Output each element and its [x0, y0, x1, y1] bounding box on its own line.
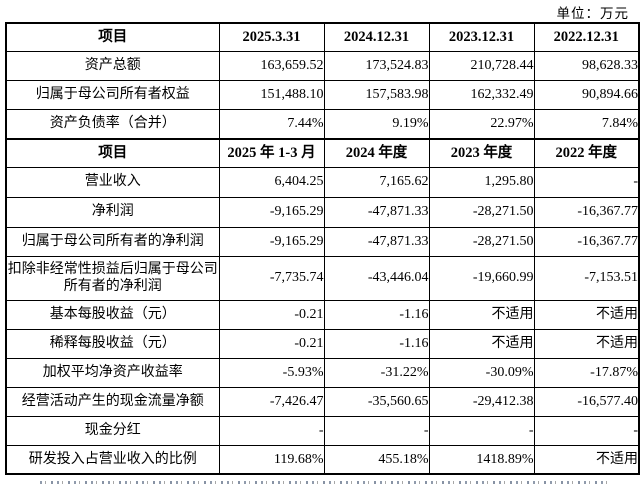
cell-value: 210,728.44: [428, 50, 535, 81]
table-row-net-profit: 净利润 -9,165.29 -47,871.33 -28,271.50 -16,…: [5, 196, 640, 228]
cell-value: -47,871.33: [323, 226, 430, 257]
cell-value: 162,332.49: [428, 79, 535, 110]
table-row-parent-net-profit: 归属于母公司所有者的净利润 -9,165.29 -47,871.33 -28,2…: [5, 226, 640, 257]
row-label: 净利润: [5, 196, 220, 228]
row-label: 扣除非经常性损益后归属于母公司所有者的净利润: [5, 255, 220, 301]
cell-value: -16,367.77: [533, 196, 640, 228]
table-row-revenue: 营业收入 6,404.25 7,165.62 1,295.80 -: [5, 166, 640, 198]
clipped-footnote-text: [40, 481, 612, 484]
cell-value: -: [428, 415, 535, 446]
cell-value: 163,659.52: [218, 50, 325, 81]
cell-value: -7,153.51: [533, 255, 640, 301]
row-label: 研发投入占营业收入的比例: [5, 444, 220, 475]
cell-value: 151,488.10: [218, 79, 325, 110]
cell-value: -19,660.99: [428, 255, 535, 301]
section2-header-row: 项目 2025 年 1-3 月 2024 年度 2023 年度 2022 年度: [5, 138, 640, 168]
cell-value: -: [533, 415, 640, 446]
cell-value: -29,412.38: [428, 386, 535, 417]
section1-header-row: 项目 2025.3.31 2024.12.31 2023.12.31 2022.…: [5, 22, 640, 52]
row-label: 现金分红: [5, 415, 220, 446]
table-row-rd-ratio: 研发投入占营业收入的比例 119.68% 455.18% 1418.89% 不适…: [5, 444, 640, 475]
cell-value: -7,426.47: [218, 386, 325, 417]
cell-value: -47,871.33: [323, 196, 430, 228]
cell-value: -28,271.50: [428, 226, 535, 257]
row-label: 稀释每股收益（元）: [5, 328, 220, 359]
cell-value: -: [218, 415, 325, 446]
cell-value: -16,577.40: [533, 386, 640, 417]
column-header-period-2024: 2024 年度: [323, 138, 430, 168]
table-row-weighted-roe: 加权平均净资产收益率 -5.93% -31.22% -30.09% -17.87…: [5, 357, 640, 388]
table-row-total-assets: 资产总额 163,659.52 173,524.83 210,728.44 98…: [5, 50, 640, 81]
cell-value: 不适用: [428, 328, 535, 359]
cell-value: 22.97%: [428, 108, 535, 140]
cell-value: -9,165.29: [218, 226, 325, 257]
row-label: 归属于母公司所有者权益: [5, 79, 220, 110]
row-label: 经营活动产生的现金流量净额: [5, 386, 220, 417]
cell-value: 不适用: [533, 444, 640, 475]
cell-value: -43,446.04: [323, 255, 430, 301]
cell-value: 不适用: [428, 299, 535, 330]
table-row-parent-equity: 归属于母公司所有者权益 151,488.10 157,583.98 162,33…: [5, 79, 640, 110]
cell-value: -: [533, 166, 640, 198]
cell-value: 90,894.66: [533, 79, 640, 110]
cell-value: -35,560.65: [323, 386, 430, 417]
cell-value: 7.44%: [218, 108, 325, 140]
row-label: 加权平均净资产收益率: [5, 357, 220, 388]
cell-value: -0.21: [218, 299, 325, 330]
cell-value: 98,628.33: [533, 50, 640, 81]
cell-value: -7,735.74: [218, 255, 325, 301]
column-header-date-2025: 2025.3.31: [218, 22, 325, 52]
column-header-item: 项目: [5, 138, 220, 168]
cell-value: 119.68%: [218, 444, 325, 475]
cell-value: -28,271.50: [428, 196, 535, 228]
cell-value: 9.19%: [323, 108, 430, 140]
column-header-item: 项目: [5, 22, 220, 52]
unit-label: 单位：万元: [556, 6, 629, 21]
financial-summary-table: 项目 2025.3.31 2024.12.31 2023.12.31 2022.…: [5, 22, 640, 475]
table-row-debt-ratio: 资产负债率（合并） 7.44% 9.19% 22.97% 7.84%: [5, 108, 640, 140]
cell-value: -: [323, 415, 430, 446]
row-label: 归属于母公司所有者的净利润: [5, 226, 220, 257]
cell-value: -5.93%: [218, 357, 325, 388]
table-row-basic-eps: 基本每股收益（元） -0.21 -1.16 不适用 不适用: [5, 299, 640, 330]
cell-value: 7,165.62: [323, 166, 430, 198]
cell-value: 173,524.83: [323, 50, 430, 81]
table-row-diluted-eps: 稀释每股收益（元） -0.21 -1.16 不适用 不适用: [5, 328, 640, 359]
table-row-cash-dividend: 现金分红 - - - -: [5, 415, 640, 446]
cell-value: -30.09%: [428, 357, 535, 388]
cell-value: 1,295.80: [428, 166, 535, 198]
column-header-period-2023: 2023 年度: [428, 138, 535, 168]
cell-value: -9,165.29: [218, 196, 325, 228]
cell-value: 6,404.25: [218, 166, 325, 198]
cell-value: 不适用: [533, 328, 640, 359]
cell-value: 7.84%: [533, 108, 640, 140]
cell-value: 157,583.98: [323, 79, 430, 110]
cell-value: -1.16: [323, 328, 430, 359]
cell-value: 不适用: [533, 299, 640, 330]
column-header-period-2025: 2025 年 1-3 月: [218, 138, 325, 168]
cell-value: -16,367.77: [533, 226, 640, 257]
row-label: 营业收入: [5, 166, 220, 198]
row-label: 资产总额: [5, 50, 220, 81]
cell-value: 455.18%: [323, 444, 430, 475]
column-header-date-2022: 2022.12.31: [533, 22, 640, 52]
cell-value: -0.21: [218, 328, 325, 359]
cell-value: -17.87%: [533, 357, 640, 388]
column-header-period-2022: 2022 年度: [533, 138, 640, 168]
column-header-date-2023: 2023.12.31: [428, 22, 535, 52]
cell-value: 1418.89%: [428, 444, 535, 475]
cell-value: -1.16: [323, 299, 430, 330]
table-row-operating-cash-flow: 经营活动产生的现金流量净额 -7,426.47 -35,560.65 -29,4…: [5, 386, 640, 417]
row-label: 资产负债率（合并）: [5, 108, 220, 140]
column-header-date-2024: 2024.12.31: [323, 22, 430, 52]
cell-value: -31.22%: [323, 357, 430, 388]
row-label: 基本每股收益（元）: [5, 299, 220, 330]
table-row-non-recurring-net-profit: 扣除非经常性损益后归属于母公司所有者的净利润 -7,735.74 -43,446…: [5, 255, 640, 301]
